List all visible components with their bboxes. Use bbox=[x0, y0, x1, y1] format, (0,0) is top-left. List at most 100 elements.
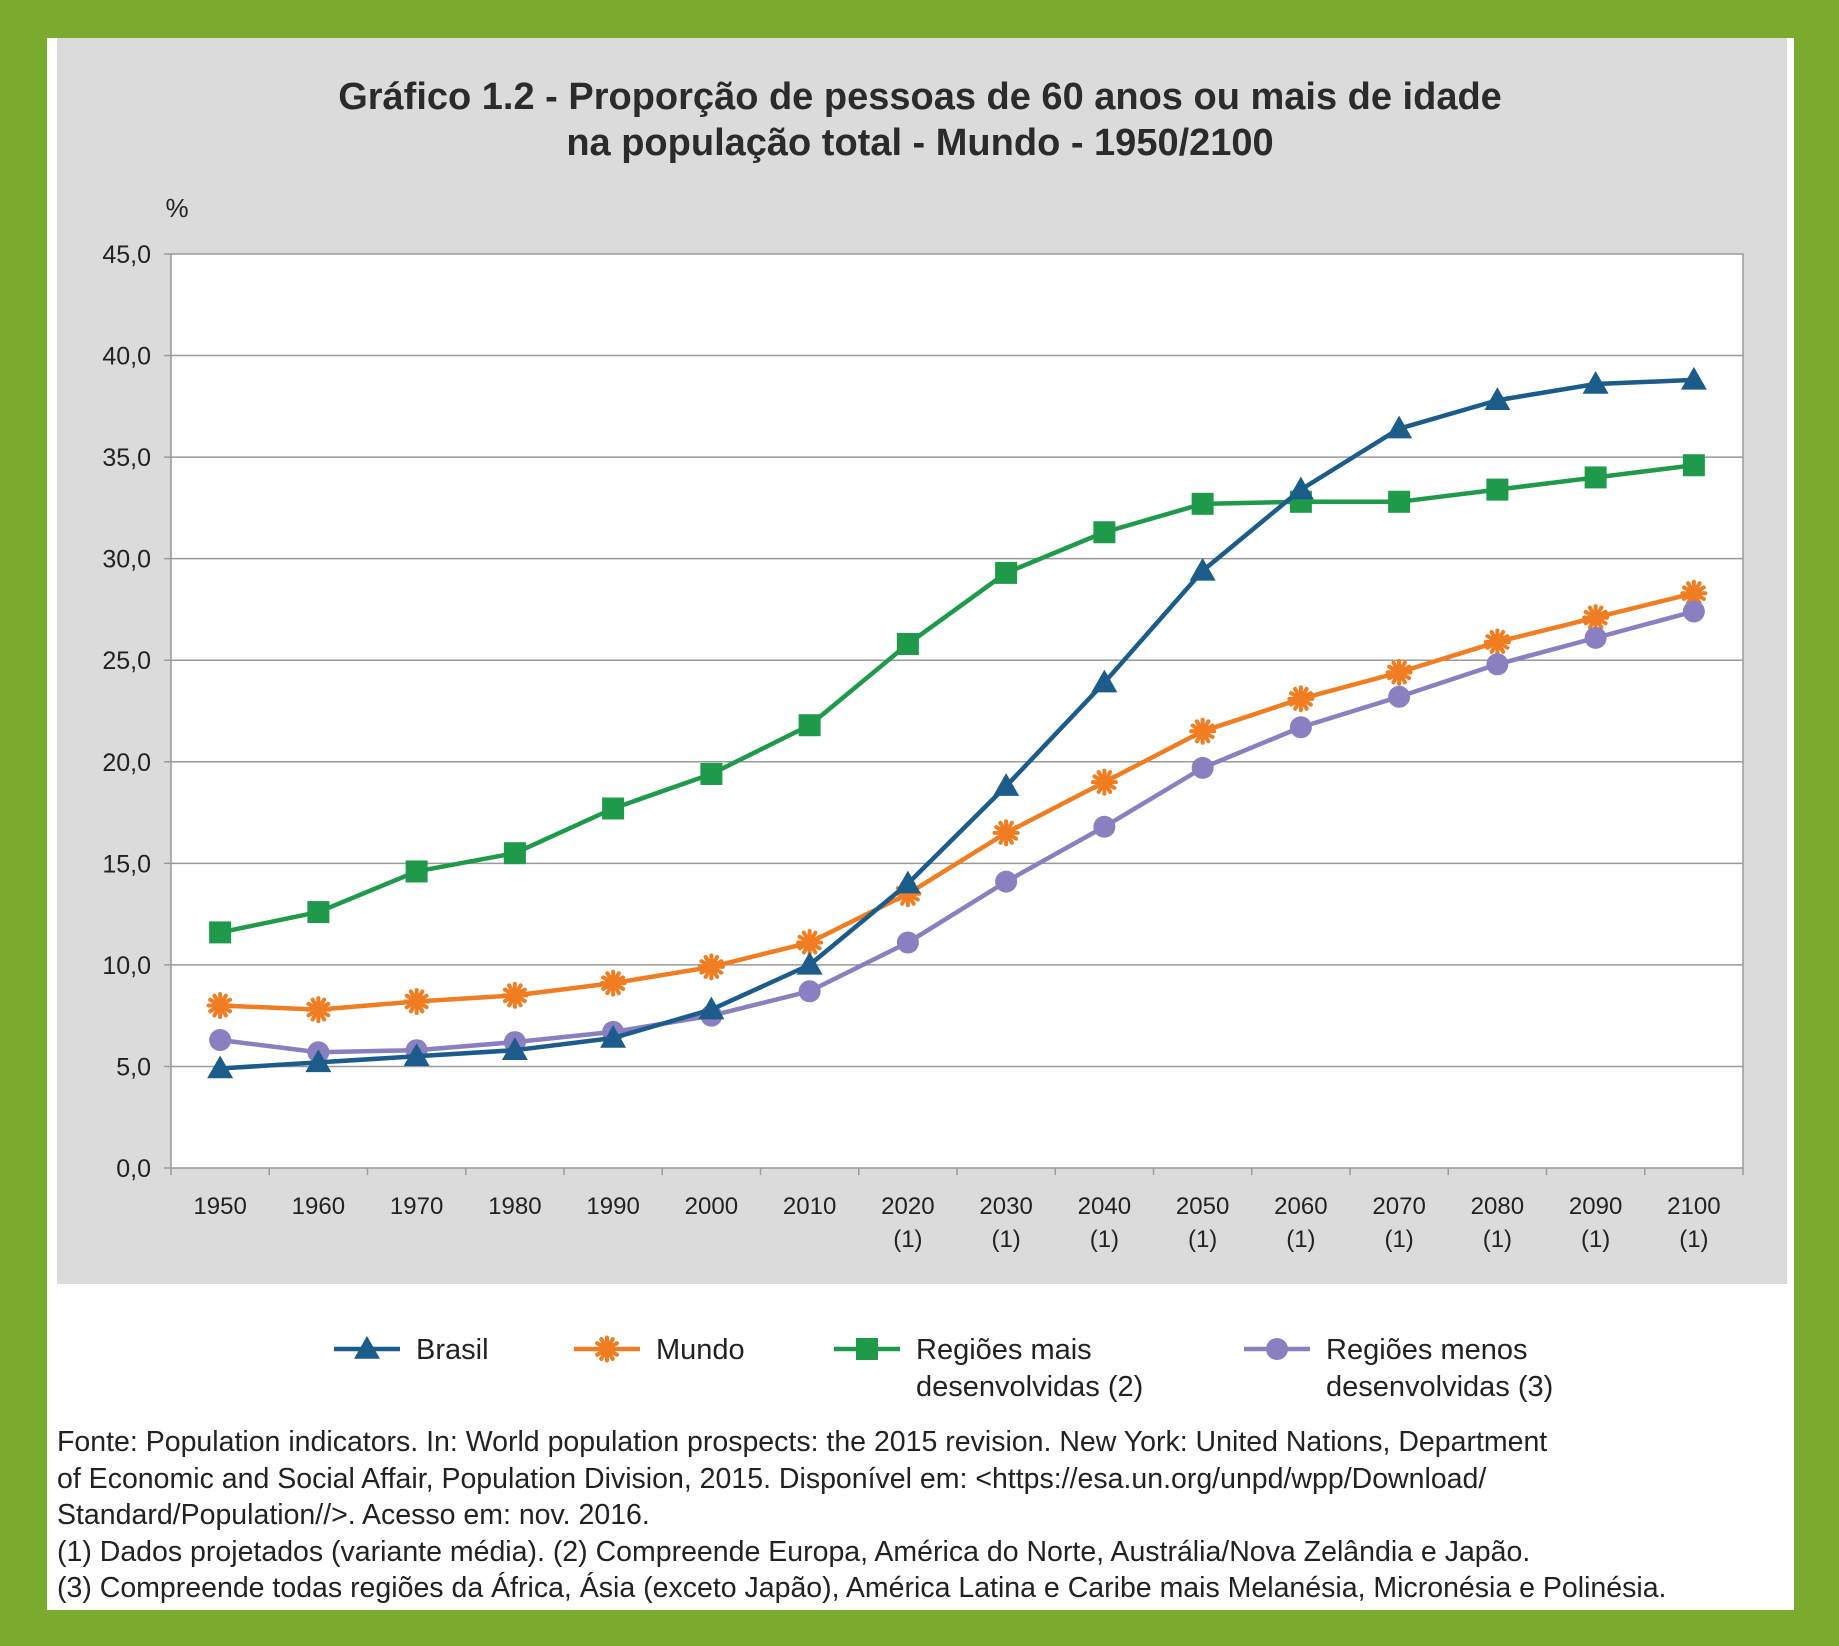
legend-label: desenvolvidas (2) bbox=[916, 1371, 1143, 1403]
y-tick-label: 30,0 bbox=[102, 546, 151, 574]
data-point bbox=[1483, 628, 1511, 656]
data-point bbox=[209, 1029, 232, 1052]
x-tick-label: 2020 bbox=[881, 1193, 934, 1220]
x-tick-note: (1) bbox=[1286, 1226, 1315, 1253]
data-point bbox=[206, 992, 234, 1020]
series-line bbox=[219, 377, 1694, 1071]
x-tick-label: 2090 bbox=[1569, 1193, 1622, 1220]
data-point bbox=[1289, 716, 1312, 739]
x-tick-label: 2070 bbox=[1372, 1193, 1425, 1220]
series-line bbox=[220, 591, 1695, 1012]
data-point bbox=[501, 1037, 528, 1060]
y-axis-unit: % bbox=[165, 193, 188, 223]
data-point bbox=[1584, 466, 1607, 489]
series-regioes-mais-desenvolvidas-2 bbox=[209, 454, 1705, 944]
data-point bbox=[995, 561, 1018, 584]
data-point bbox=[1093, 815, 1116, 838]
data-point bbox=[697, 953, 725, 981]
data-point bbox=[796, 951, 823, 975]
y-tick-label: 25,0 bbox=[102, 647, 151, 675]
data-point bbox=[1680, 579, 1708, 607]
data-point bbox=[403, 987, 431, 1015]
data-point bbox=[305, 1049, 332, 1073]
x-tick-note: (1) bbox=[1581, 1226, 1610, 1253]
x-tick-label: 2080 bbox=[1471, 1193, 1524, 1220]
data-point bbox=[602, 797, 625, 820]
data-point bbox=[1680, 366, 1707, 390]
data-point bbox=[1388, 685, 1411, 708]
legend-marker bbox=[354, 1336, 380, 1359]
data-point bbox=[1486, 478, 1509, 501]
figure-frame: Gráfico 1.2 - Proporção de pessoas de 60… bbox=[47, 38, 1794, 1610]
data-point bbox=[1682, 454, 1705, 477]
x-tick-label: 2100 bbox=[1667, 1193, 1720, 1220]
series-line bbox=[219, 609, 1695, 1055]
legend-marker bbox=[1266, 1338, 1288, 1360]
data-point bbox=[1386, 415, 1413, 439]
legend-label: Mundo bbox=[656, 1334, 745, 1366]
plot-area bbox=[170, 253, 1744, 1169]
x-tick-note: (1) bbox=[1483, 1226, 1512, 1253]
footnote-1-2: (1) Dados projetados (variante média). (… bbox=[57, 1535, 1531, 1568]
x-tick-note: (1) bbox=[1679, 1226, 1708, 1253]
data-point bbox=[1582, 370, 1609, 394]
data-point bbox=[1584, 626, 1607, 649]
x-axis: 1950 1960 1970 1980 1990 2000 2010 2020 (1) 2030 (… bbox=[170, 1168, 1744, 1253]
legend-item: Brasil bbox=[334, 1334, 489, 1366]
data-point bbox=[1189, 557, 1216, 581]
x-tick-label: 2000 bbox=[685, 1193, 738, 1220]
source-line: Fonte: Population indicators. In: World … bbox=[57, 1426, 1548, 1458]
legend-label: Brasil bbox=[416, 1334, 489, 1366]
footnote-3: (3) Compreende todas regiões da África, … bbox=[57, 1572, 1667, 1604]
y-tick-label: 10,0 bbox=[102, 952, 151, 980]
data-point bbox=[798, 980, 821, 1003]
data-point bbox=[599, 969, 627, 997]
data-point bbox=[896, 632, 919, 655]
y-tick-label: 20,0 bbox=[102, 749, 151, 777]
y-tick-label: 45,0 bbox=[102, 241, 151, 269]
source-line: Standard/Population//>. Acesso em: nov. … bbox=[57, 1499, 650, 1531]
data-point bbox=[600, 1025, 627, 1048]
data-point bbox=[1090, 768, 1118, 796]
legend-item: Mundo bbox=[574, 1334, 745, 1366]
data-point bbox=[304, 996, 332, 1024]
legend-item: Regiões menos desenvolvidas (3) bbox=[1244, 1334, 1553, 1403]
data-point bbox=[1191, 756, 1214, 779]
x-tick-label: 2050 bbox=[1176, 1193, 1229, 1220]
data-point bbox=[894, 870, 921, 894]
legend: Brasil Mundo Regiões mais desenvolvidas (2)… bbox=[334, 1334, 1553, 1403]
x-tick-label: 1990 bbox=[586, 1193, 639, 1220]
data-point bbox=[896, 931, 919, 954]
x-tick-note: (1) bbox=[893, 1226, 922, 1253]
data-point bbox=[798, 714, 821, 737]
data-point bbox=[698, 996, 725, 1020]
legend-label: Regiões menos bbox=[1326, 1334, 1528, 1366]
data-point bbox=[992, 819, 1020, 847]
data-point bbox=[1682, 600, 1705, 623]
data-point bbox=[503, 842, 526, 865]
data-point bbox=[1484, 387, 1511, 410]
x-tick-label: 1970 bbox=[390, 1193, 443, 1220]
data-point bbox=[1287, 685, 1315, 713]
x-tick-label: 1960 bbox=[292, 1193, 345, 1220]
legend-label: Regiões mais bbox=[916, 1334, 1092, 1366]
data-point bbox=[1287, 476, 1314, 500]
data-point bbox=[207, 1055, 234, 1079]
data-point bbox=[403, 1043, 430, 1067]
series bbox=[206, 366, 1708, 1079]
source-notes: Fonte: Population indicators. In: World … bbox=[57, 1424, 1787, 1607]
chart-subtitle: na população total - Mundo - 1950/2100 bbox=[566, 122, 1273, 164]
y-tick-label: 15,0 bbox=[102, 850, 151, 878]
x-tick-note: (1) bbox=[1188, 1226, 1217, 1253]
data-point bbox=[993, 773, 1020, 796]
x-tick-note: (1) bbox=[1090, 1226, 1119, 1253]
legend-item: Regiões mais desenvolvidas (2) bbox=[834, 1334, 1143, 1403]
legend-marker bbox=[856, 1338, 878, 1360]
x-tick-label: 2060 bbox=[1274, 1193, 1327, 1220]
data-point bbox=[1191, 492, 1214, 515]
data-point bbox=[1189, 717, 1217, 745]
x-tick-note: (1) bbox=[1384, 1226, 1413, 1253]
chart: Gráfico 1.2 - Proporção de pessoas de 60… bbox=[57, 38, 1787, 1403]
data-point bbox=[700, 762, 723, 785]
x-tick-note: (1) bbox=[991, 1226, 1020, 1253]
